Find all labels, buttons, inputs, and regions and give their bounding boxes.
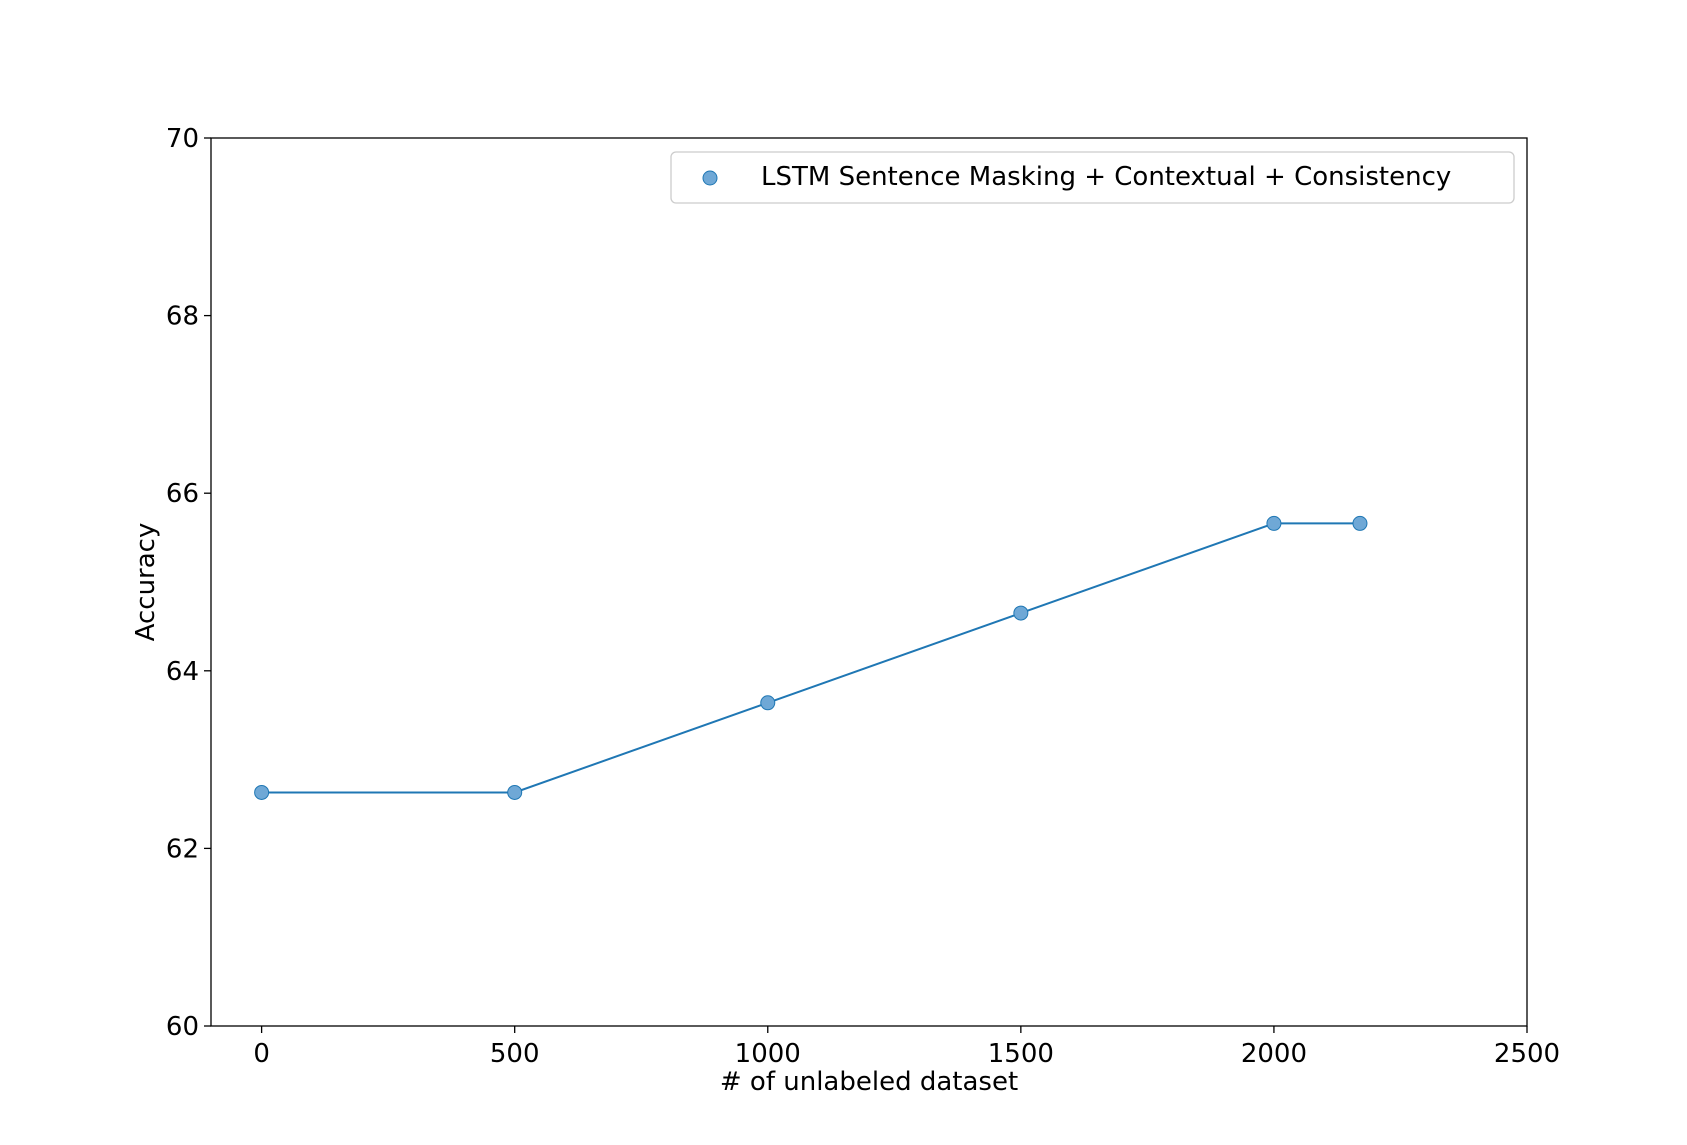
x-tick-label: 1000: [735, 1039, 801, 1069]
x-tick-label: 2000: [1241, 1039, 1307, 1069]
y-axis-ticks: 60 62 64 66 68 70: [166, 124, 211, 1042]
plot-area: [211, 138, 1527, 1026]
x-tick-label: 0: [253, 1039, 270, 1069]
data-point: [760, 695, 776, 711]
plot-frame: [210, 137, 1528, 1027]
legend-marker: [702, 170, 718, 186]
data-point: [1013, 605, 1029, 621]
chart-marks: [254, 515, 1368, 800]
legend: LSTM Sentence Masking + Contextual + Con…: [670, 151, 1515, 204]
x-tick-label: 1500: [988, 1039, 1054, 1069]
y-tick-label: 66: [166, 479, 199, 509]
y-tick-label: 70: [166, 124, 199, 154]
data-point: [507, 784, 523, 800]
x-axis-ticks: 0 500 1000 1500 2000 2500: [253, 1026, 1560, 1069]
y-tick-label: 68: [166, 302, 199, 332]
data-point: [254, 784, 270, 800]
y-tick-label: 60: [166, 1012, 199, 1042]
x-tick-label: 500: [490, 1039, 540, 1069]
data-point: [1352, 515, 1368, 531]
data-point: [1266, 515, 1282, 531]
y-tick-label: 62: [166, 834, 199, 864]
series-line: [261, 522, 1360, 794]
y-tick-label: 64: [166, 657, 199, 687]
x-tick-label: 2500: [1494, 1039, 1560, 1069]
legend-box: [670, 151, 1515, 204]
legend-label: LSTM Sentence Masking + Contextual + Con…: [761, 162, 1451, 192]
y-axis-label: Accuracy: [131, 523, 161, 642]
x-axis-label: # of unlabeled dataset: [720, 1067, 1018, 1097]
